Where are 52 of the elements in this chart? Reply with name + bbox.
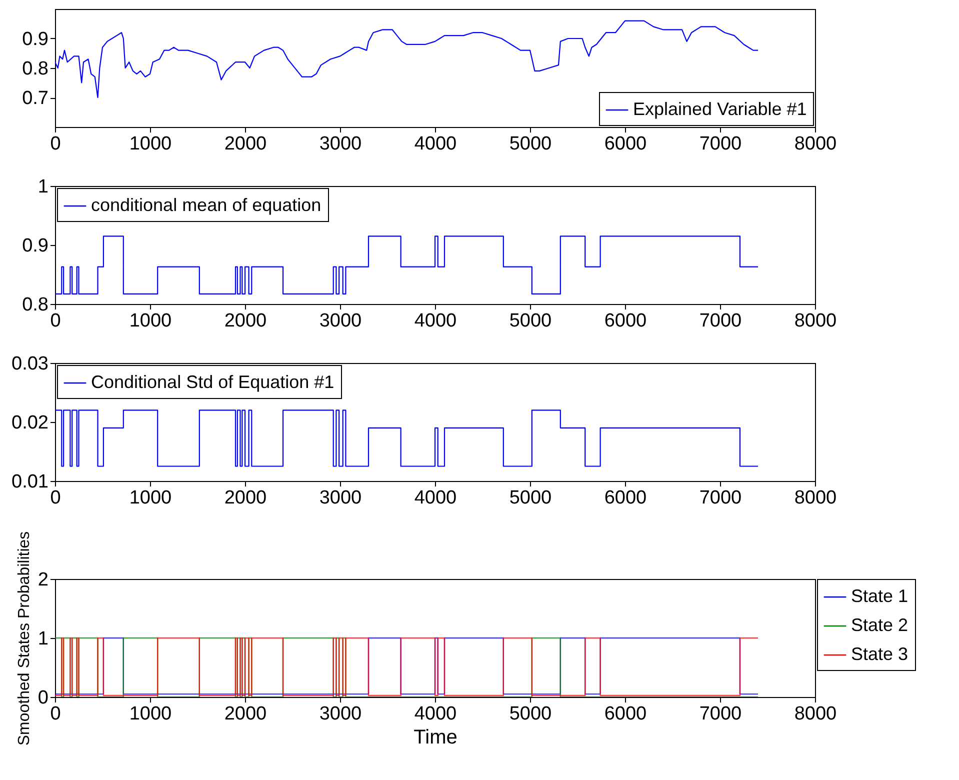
x-tick-label: 8000 bbox=[794, 310, 837, 332]
x-tick-label: 7000 bbox=[699, 704, 742, 724]
legend-label: State 1 bbox=[851, 586, 908, 606]
x-tick-label: 4000 bbox=[414, 704, 457, 724]
y-tick-label: 0.02 bbox=[12, 412, 48, 434]
x-tick-label: 8000 bbox=[794, 134, 837, 154]
y-tick-label: 1 bbox=[38, 628, 48, 650]
legend-label: Conditional Std of Equation #1 bbox=[91, 372, 334, 392]
x-axis-title: Time bbox=[414, 726, 458, 748]
x-tick-label: 4000 bbox=[414, 310, 457, 332]
x-tick-label: 1000 bbox=[129, 488, 172, 508]
x-tick-label: 5000 bbox=[509, 488, 552, 508]
x-tick-label: 2000 bbox=[224, 310, 267, 332]
x-tick-label: 4000 bbox=[414, 488, 457, 508]
x-tick-label: 5000 bbox=[509, 134, 552, 154]
y-tick-label: 0.03 bbox=[12, 354, 48, 374]
legend-label: conditional mean of equation bbox=[91, 195, 322, 215]
x-tick-label: 1000 bbox=[129, 704, 172, 724]
x-tick-label: 3000 bbox=[319, 704, 362, 724]
x-tick-label: 6000 bbox=[604, 134, 647, 154]
y-tick-label: 0 bbox=[38, 688, 48, 708]
y-tick-label: 0.01 bbox=[12, 472, 48, 492]
y-tick-label: 0.7 bbox=[22, 88, 48, 109]
x-tick-label: 1000 bbox=[129, 310, 172, 332]
x-tick-label: 2000 bbox=[224, 134, 267, 154]
x-tick-label: 3000 bbox=[319, 488, 362, 508]
x-tick-label: 2000 bbox=[224, 488, 267, 508]
legend-label: State 3 bbox=[851, 644, 908, 664]
y-tick-label: 1 bbox=[38, 176, 48, 198]
x-tick-label: 3000 bbox=[319, 134, 362, 154]
legend-label: Explained Variable #1 bbox=[633, 99, 807, 119]
x-tick-label: 3000 bbox=[319, 310, 362, 332]
x-tick-label: 4000 bbox=[414, 134, 457, 154]
x-tick-label: 5000 bbox=[509, 704, 552, 724]
x-tick-label: 8000 bbox=[794, 704, 837, 724]
x-tick-label: 6000 bbox=[604, 704, 647, 724]
x-tick-label: 6000 bbox=[604, 310, 647, 332]
x-tick-label: 7000 bbox=[699, 134, 742, 154]
y-tick-label: 2 bbox=[38, 570, 48, 590]
x-tick-label: 5000 bbox=[509, 310, 552, 332]
x-tick-label: 8000 bbox=[794, 488, 837, 508]
x-tick-label: 7000 bbox=[699, 310, 742, 332]
x-tick-label: 7000 bbox=[699, 488, 742, 508]
x-tick-label: 1000 bbox=[129, 134, 172, 154]
x-tick-label: 2000 bbox=[224, 704, 267, 724]
legend-label: State 2 bbox=[851, 615, 908, 635]
x-tick-label: 6000 bbox=[604, 488, 647, 508]
y-tick-label: 0.9 bbox=[22, 29, 48, 50]
y-tick-label: 0.8 bbox=[22, 58, 48, 80]
y-tick-label: 0.8 bbox=[22, 294, 48, 316]
y-axis-title: Smoothed States Probabilities bbox=[16, 531, 33, 746]
y-tick-label: 0.9 bbox=[22, 236, 48, 256]
